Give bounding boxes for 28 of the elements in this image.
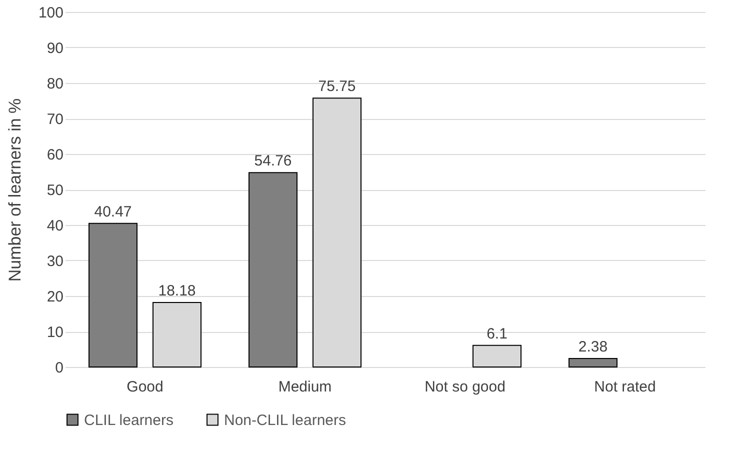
legend-label: CLIL learners — [84, 412, 174, 429]
x-tick-label: Not so good — [424, 378, 506, 396]
data-label: 75.75 — [318, 78, 356, 96]
y-axis-title: Number of learners in % — [5, 98, 24, 282]
y-tick-label: 80 — [46, 76, 64, 92]
x-tick-label: Not rated — [594, 378, 656, 396]
bar — [472, 344, 522, 368]
y-tick-label: 10 — [46, 324, 64, 341]
y-tick-label: 50 — [46, 182, 64, 199]
bar — [568, 358, 618, 368]
legend-label: Non-CLIL learners — [224, 412, 346, 429]
bar — [248, 172, 298, 368]
data-label: 54.76 — [254, 152, 292, 170]
y-tick-label: 100 — [38, 4, 64, 22]
data-label: 40.47 — [94, 203, 132, 220]
data-label: 18.18 — [158, 282, 196, 300]
bar — [88, 222, 138, 368]
y-tick-label: 20 — [46, 288, 64, 306]
y-tick-label: 70 — [46, 111, 64, 128]
data-label: 2.38 — [578, 338, 608, 356]
y-tick-label: 0 — [55, 360, 64, 376]
x-tick-label: Medium — [278, 378, 332, 396]
y-tick-label: 90 — [46, 40, 64, 57]
data-label: 6.1 — [486, 325, 508, 342]
y-tick-label: 30 — [46, 253, 64, 270]
y-tick-label: 60 — [46, 146, 64, 164]
x-tick-label: Good — [126, 378, 164, 396]
y-tick-label: 40 — [46, 218, 64, 234]
